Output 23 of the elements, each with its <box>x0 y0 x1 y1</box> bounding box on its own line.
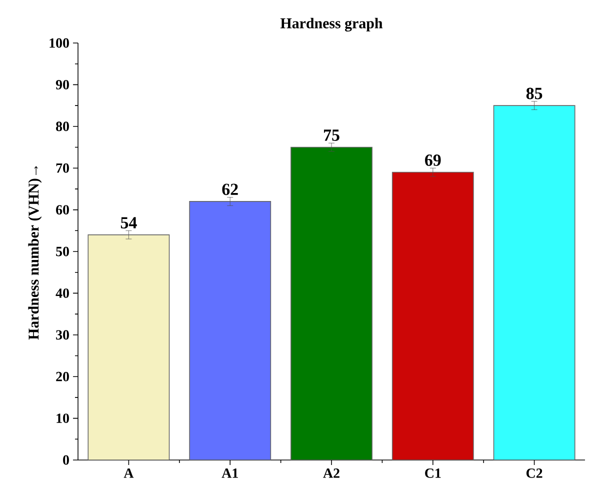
data-label: 69 <box>425 154 441 166</box>
y-tick-label: 50 <box>56 246 69 256</box>
x-tick-label: A2 <box>323 468 340 478</box>
x-tick-label: A1 <box>222 468 238 478</box>
data-label: 54 <box>120 217 137 228</box>
data-label: 85 <box>526 88 542 100</box>
y-tick-label: 40 <box>56 288 69 298</box>
y-axis-title: Hardness number (VHN)→ <box>28 166 42 340</box>
chart-title: Hardness graph <box>280 18 383 32</box>
y-tick-label: 90 <box>56 80 69 90</box>
x-tick-label: C2 <box>526 468 542 478</box>
y-tick-label: 20 <box>56 372 69 382</box>
y-tick-label: 80 <box>56 122 69 132</box>
y-tick-label: 70 <box>56 163 69 173</box>
y-tick-label: 10 <box>56 414 69 424</box>
y-tick-label: 100 <box>50 38 69 48</box>
y-tick-label: 30 <box>56 330 69 340</box>
y-tick-label: 60 <box>56 205 69 215</box>
x-tick-label: C1 <box>425 468 441 478</box>
data-label: 62 <box>222 184 238 196</box>
x-tick-label: A <box>124 468 134 478</box>
y-tick-label: 0 <box>63 455 69 465</box>
data-label: 75 <box>324 130 340 141</box>
